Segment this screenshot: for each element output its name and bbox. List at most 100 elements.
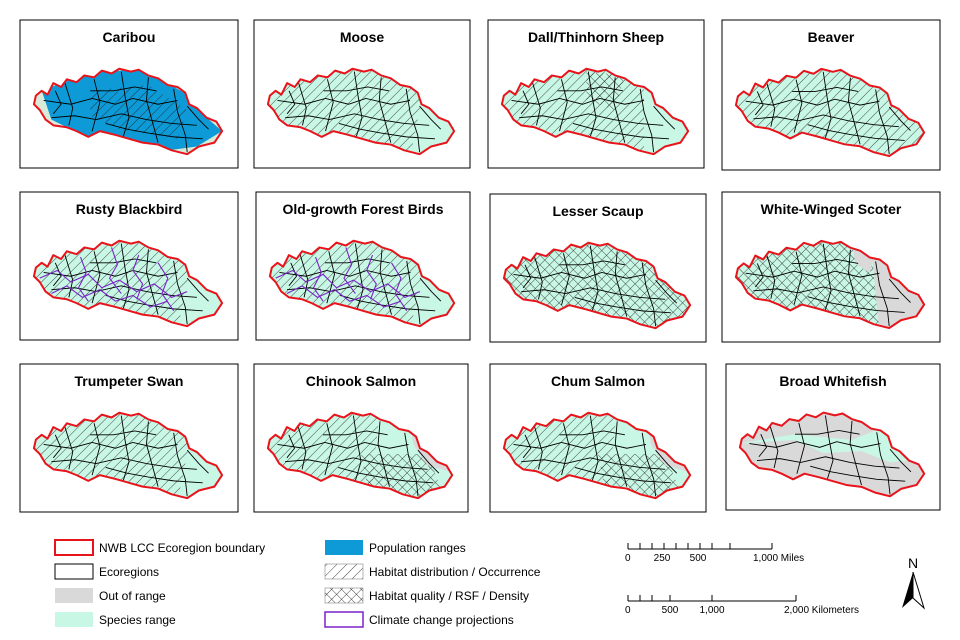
- scale-tick-label: 1,000 Miles: [753, 553, 804, 564]
- map-panel: Chum Salmon: [489, 363, 707, 513]
- ecoregion-line: [535, 257, 543, 299]
- climate-line: [344, 247, 355, 293]
- ecoregion-line: [512, 98, 644, 104]
- ecoregion-line: [588, 72, 596, 137]
- legend-item: NWB LCC Ecoregion boundary: [54, 539, 265, 556]
- map-panel: Beaver: [721, 19, 941, 171]
- ecoregion-line: [92, 423, 100, 475]
- ecoregion-line: [354, 72, 362, 137]
- ecoregion-line: [757, 457, 900, 468]
- panel-title: Chinook Salmon: [306, 373, 416, 389]
- scale-bar-km: 0 500 1,000 2,000 Kilometers: [625, 595, 859, 616]
- ecoregion-line: [558, 87, 623, 91]
- ecoregion-line: [656, 450, 677, 473]
- legend-item: Ecoregions: [54, 563, 159, 580]
- ecoregion-boundary: [268, 413, 452, 498]
- ecoregion-line: [889, 107, 910, 131]
- ecoregion-line: [656, 280, 677, 303]
- panel-title: Broad Whitefish: [779, 373, 886, 389]
- ecoregion-line: [353, 416, 361, 481]
- legend-item: Population ranges: [325, 540, 466, 555]
- north-label: N: [908, 555, 918, 571]
- ecoregion-line: [749, 442, 880, 448]
- ecoregion-line: [325, 259, 390, 263]
- legend-swatch-boundary: [54, 539, 94, 556]
- ecoregion-line: [753, 115, 899, 127]
- legend-swatch-ecoregion: [54, 563, 94, 580]
- legend-label: NWB LCC Ecoregion boundary: [99, 541, 265, 555]
- ecoregion-line: [65, 255, 73, 297]
- ecoregion-line: [573, 123, 669, 138]
- ecoregion-boundary: [504, 413, 690, 498]
- ecoregion-line: [642, 263, 655, 326]
- ecoregion-line: [562, 423, 570, 475]
- ecoregion-line: [300, 255, 308, 297]
- ecoregion-line: [797, 423, 805, 474]
- ecoregion-line: [795, 430, 860, 434]
- ecoregion-line: [327, 251, 335, 303]
- ecoregion-line: [755, 263, 763, 287]
- ecoregion-line: [560, 79, 568, 131]
- ecoregion-line: [794, 80, 802, 133]
- ecoregion-line: [407, 261, 420, 324]
- ecoregion-line: [792, 259, 858, 263]
- ecoregion-line: [51, 114, 197, 126]
- region-map: [34, 69, 222, 154]
- region-map: [268, 234, 454, 330]
- ecoregion-line: [174, 89, 188, 152]
- ecoregion-line: [418, 450, 439, 473]
- ecoregion-line: [823, 72, 831, 139]
- legend-swatch-cross: [324, 587, 364, 604]
- north-arrow-icon: [912, 571, 926, 610]
- legend-label: Climate change projections: [369, 613, 514, 627]
- legend-swatch-climate: [324, 611, 364, 628]
- climate-line: [392, 263, 407, 311]
- panel-title: White-Winged Scoter: [761, 201, 902, 217]
- ecoregion-line: [523, 265, 531, 288]
- ecoregion-boundary: [34, 241, 222, 326]
- climate-line: [110, 247, 122, 293]
- ecoregion-line: [90, 87, 156, 91]
- ecoregion-line: [808, 297, 905, 313]
- legend-label: Ecoregions: [99, 565, 159, 579]
- ecoregion-line: [279, 270, 410, 276]
- legend-item: Climate change projections: [324, 611, 514, 628]
- ecoregion-line: [90, 431, 156, 435]
- ecoregion-line: [823, 244, 831, 311]
- map-panel: Rusty Blackbird: [19, 191, 239, 341]
- ecoregion-line: [794, 252, 802, 305]
- ecoregion-line: [575, 297, 671, 312]
- ecoregion-line: [755, 91, 763, 115]
- ecoregion-line: [746, 271, 880, 277]
- ecoregion-line: [90, 259, 156, 263]
- map-panels: Caribou Moose Dall/Thinhorn Sheep Beaver Rus…: [19, 19, 941, 513]
- ecoregion-line: [299, 83, 307, 125]
- legend-swatch-species_range: [55, 612, 93, 627]
- map-panel: Caribou: [19, 19, 239, 169]
- ecoregion-line: [753, 287, 899, 299]
- ecoregion-boundary: [736, 69, 924, 156]
- ecoregion-boundary: [504, 243, 690, 328]
- ecoregion-line: [420, 278, 441, 301]
- climate-line: [367, 255, 377, 299]
- ecoregion-line: [65, 83, 73, 125]
- ecoregion-line: [654, 106, 675, 129]
- ecoregion-line: [521, 288, 665, 300]
- map-panel: Chinook Salmon: [253, 363, 469, 513]
- ecoregion-line: [519, 114, 663, 126]
- ecoregion-line: [767, 256, 775, 299]
- ecoregion-line: [65, 427, 73, 469]
- climate-line: [133, 255, 143, 299]
- legend-label: Population ranges: [369, 541, 466, 555]
- ecoregion-line: [121, 72, 129, 137]
- scale-tick-label: 0: [625, 553, 631, 564]
- ecoregion-line: [590, 246, 598, 311]
- ecoregion-boundary: [34, 413, 222, 498]
- map-panel: Trumpeter Swan: [19, 363, 239, 513]
- ecoregion-line: [285, 114, 429, 126]
- ecoregion-line: [278, 98, 410, 104]
- ecoregion-line: [521, 458, 665, 470]
- ecoregion-line: [523, 435, 531, 458]
- scale-tick-label: 1,000: [699, 605, 724, 616]
